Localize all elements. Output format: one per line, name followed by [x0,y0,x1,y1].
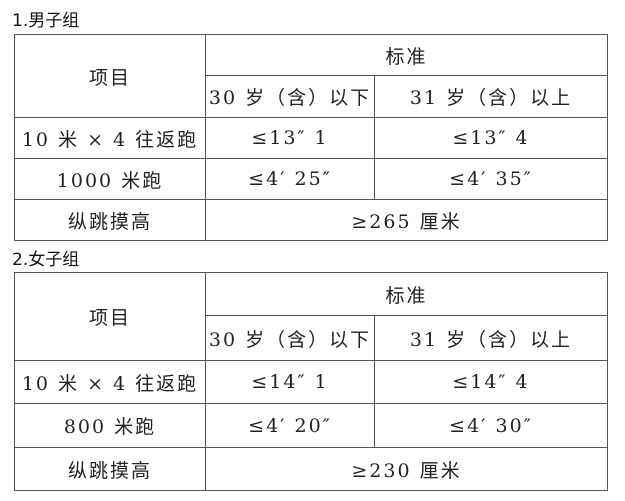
table-row: 10 米 × 4 往返跑 ≤13″ 1 ≤13″ 4 [14,117,608,159]
row-low: ≤14″ 1 [205,360,375,404]
table-row: 纵跳摸高 ≥230 厘米 [14,447,608,491]
row-low: ≤4′ 25″ [205,158,375,200]
row-value: ≥265 厘米 [205,199,608,241]
header-item: 项目 [14,34,206,118]
row-high: ≤4′ 30″ [374,403,608,448]
row-item: 10 米 × 4 往返跑 [14,117,206,159]
row-high: ≤13″ 4 [374,117,608,159]
female-standards-table: 项目 标准 30 岁（含）以下 31 岁（含）以上 10 米 × 4 往返跑 ≤… [14,272,608,491]
row-item: 800 米跑 [14,403,206,448]
table-row: 800 米跑 ≤4′ 20″ ≤4′ 30″ [14,403,608,448]
header-standard: 标准 [205,272,608,316]
header-item: 项目 [14,272,206,361]
row-item: 纵跳摸高 [14,199,206,241]
table-row: 1000 米跑 ≤4′ 25″ ≤4′ 35″ [14,158,608,200]
header-age-high: 31 岁（含）以上 [374,75,608,118]
header-age-low: 30 岁（含）以下 [205,75,375,118]
row-item: 10 米 × 4 往返跑 [14,360,206,404]
row-low: ≤13″ 1 [205,117,375,159]
table-row: 纵跳摸高 ≥265 厘米 [14,199,608,241]
header-age-low: 30 岁（含）以下 [205,315,375,361]
header-standard: 标准 [205,34,608,76]
row-value: ≥230 厘米 [205,447,608,491]
section-title-female: 2.女子组 [12,250,80,270]
table-row: 10 米 × 4 往返跑 ≤14″ 1 ≤14″ 4 [14,360,608,404]
row-high: ≤14″ 4 [374,360,608,404]
header-age-high: 31 岁（含）以上 [374,315,608,361]
row-high: ≤4′ 35″ [374,158,608,200]
row-item: 1000 米跑 [14,158,206,200]
male-standards-table: 项目 标准 30 岁（含）以下 31 岁（含）以上 10 米 × 4 往返跑 ≤… [14,34,608,241]
row-low: ≤4′ 20″ [205,403,375,448]
row-item: 纵跳摸高 [14,447,206,491]
section-title-male: 1.男子组 [12,11,80,31]
